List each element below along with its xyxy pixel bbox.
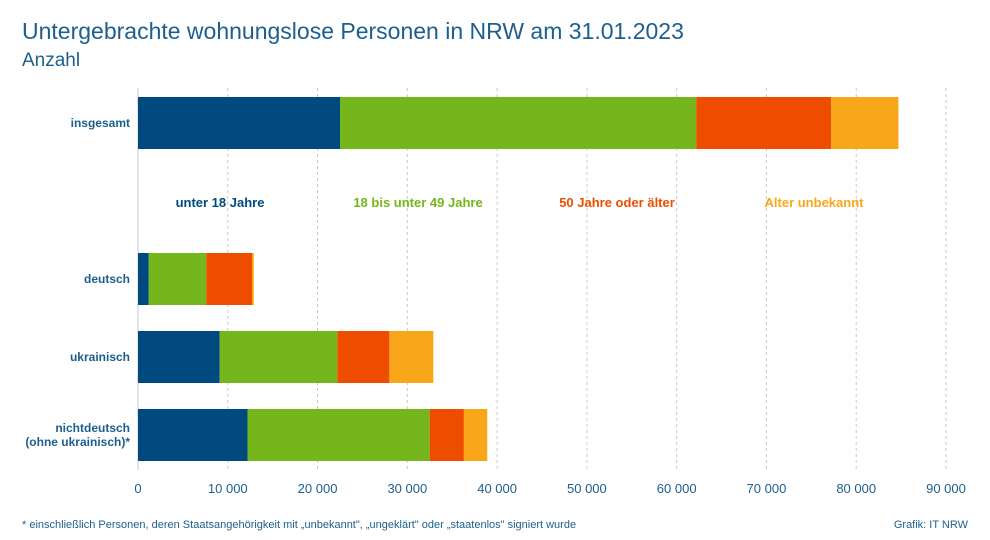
bar-segment <box>206 253 253 305</box>
category-label: insgesamt <box>71 116 130 130</box>
x-tick-label: 50 000 <box>567 481 607 496</box>
bar-segment <box>138 331 220 383</box>
x-tick-label: 10 000 <box>208 481 248 496</box>
category-label: nichtdeutsch (ohne ukrainisch)* <box>25 421 130 449</box>
category-labels: insgesamt deutsch ukrainisch nichtdeutsch (o… <box>25 116 130 449</box>
category-label: ukrainisch <box>70 350 130 364</box>
source-credit: Grafik: IT NRW <box>893 519 968 531</box>
x-tick-label: 0 <box>134 481 141 496</box>
legend-entry: 18 bis unter 49 Jahre <box>353 195 482 210</box>
legend-entry: Alter unbekannt <box>765 195 865 210</box>
bar-segment <box>138 97 340 149</box>
legend-entry: 50 Jahre oder älter <box>559 195 675 210</box>
x-tick-label: 20 000 <box>298 481 338 496</box>
x-tick-label: 30 000 <box>387 481 427 496</box>
bar-segment <box>138 409 248 461</box>
legend: unter 18 Jahre 18 bis unter 49 Jahre 50 Ja… <box>176 195 865 210</box>
chart-subtitle: Anzahl <box>22 50 81 71</box>
bars <box>138 97 899 461</box>
footnote: * einschließlich Personen, deren Staatsa… <box>22 519 577 531</box>
bar-segment <box>337 331 390 383</box>
bar-segment <box>148 253 207 305</box>
x-tick-label: 70 000 <box>747 481 787 496</box>
x-tick-label: 90 000 <box>926 481 966 496</box>
x-tick-label: 40 000 <box>477 481 517 496</box>
x-tick-label: 60 000 <box>657 481 697 496</box>
chart-title: Untergebrachte wohnungslose Personen in … <box>22 18 684 44</box>
bar-segment <box>340 97 697 149</box>
bar-segment <box>252 253 254 305</box>
bar-segment <box>696 97 832 149</box>
x-tick-label: 80 000 <box>836 481 876 496</box>
bar-segment <box>463 409 488 461</box>
bar-segment <box>138 253 149 305</box>
bar-segment <box>389 331 434 383</box>
x-axis-ticks: 0 10 000 20 000 30 000 40 000 50 000 60 000 70 … <box>134 481 966 496</box>
bar-segment <box>831 97 899 149</box>
category-label: deutsch <box>84 272 130 286</box>
bar-segment <box>247 409 430 461</box>
bar-segment <box>219 331 338 383</box>
bar-segment <box>429 409 464 461</box>
legend-entry: unter 18 Jahre <box>176 195 265 210</box>
